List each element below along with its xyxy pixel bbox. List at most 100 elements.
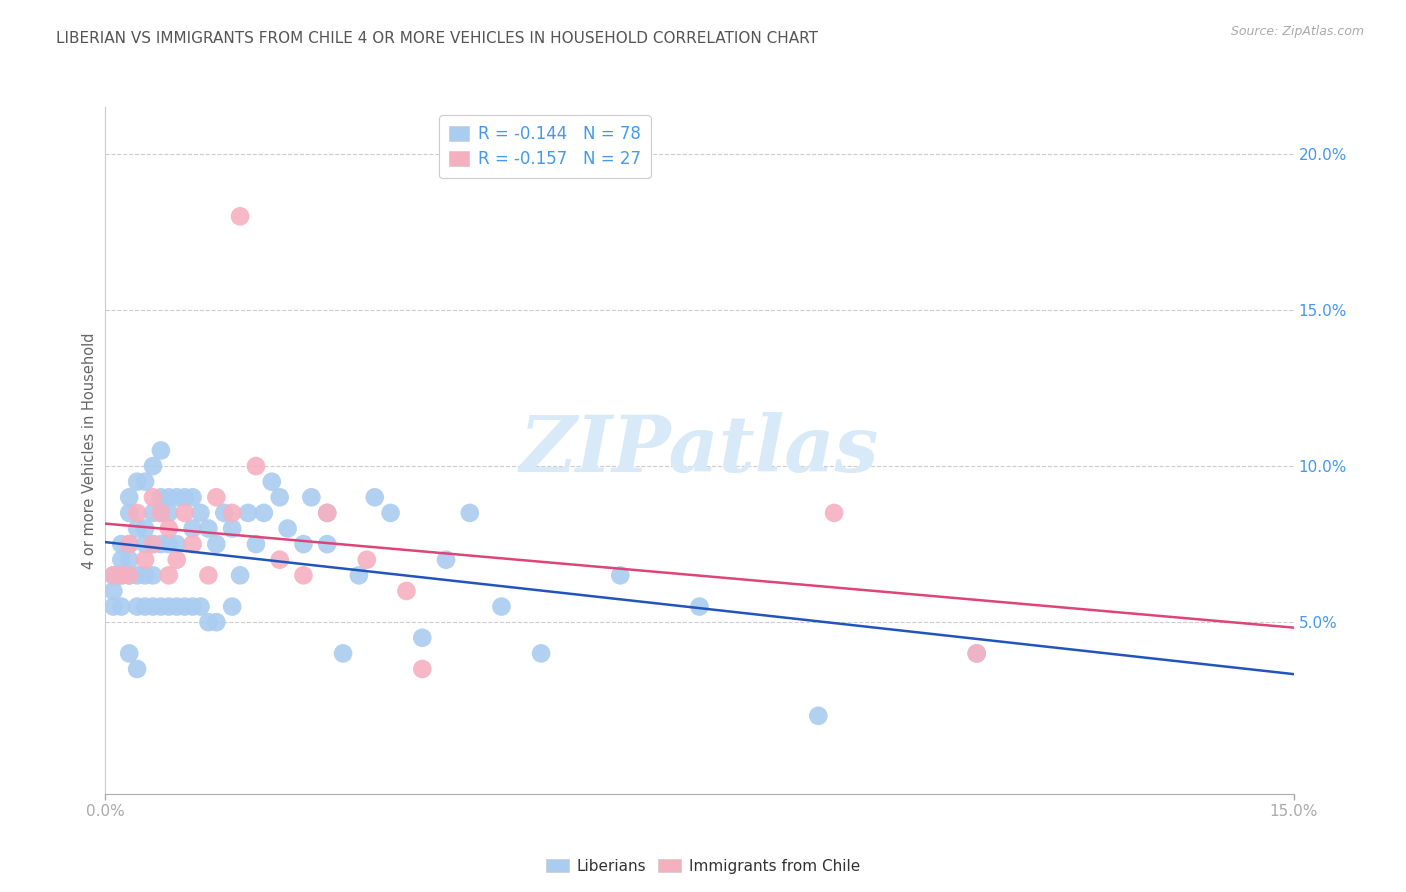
Point [149, 537, 172, 551]
Point [110, 568, 132, 582]
Point [142, 568, 165, 582]
Point [299, 490, 322, 504]
Point [197, 521, 219, 535]
Point [103, 568, 125, 582]
Point [118, 490, 141, 504]
Point [149, 506, 172, 520]
Point [127, 521, 149, 535]
Point [807, 708, 830, 723]
Point [127, 506, 149, 520]
Point [316, 506, 339, 520]
Point [229, 568, 252, 582]
Y-axis label: 4 or more Vehicles in Household: 4 or more Vehicles in Household [82, 332, 97, 569]
Point [103, 583, 125, 598]
Point [103, 568, 125, 582]
Point [149, 599, 172, 614]
Point [269, 552, 291, 567]
Point [142, 458, 165, 473]
Point [110, 537, 132, 551]
Point [134, 599, 156, 614]
Point [157, 537, 180, 551]
Point [142, 490, 165, 504]
Point [380, 506, 402, 520]
Point [292, 568, 315, 582]
Point [253, 506, 276, 520]
Text: ZIPatlas: ZIPatlas [520, 412, 879, 489]
Point [149, 443, 172, 458]
Point [411, 662, 433, 676]
Point [434, 552, 457, 567]
Point [689, 599, 711, 614]
Point [332, 646, 354, 660]
Point [118, 568, 141, 582]
Point [149, 490, 172, 504]
Point [142, 506, 165, 520]
Point [134, 552, 156, 567]
Point [347, 568, 370, 582]
Point [269, 490, 291, 504]
Point [411, 631, 433, 645]
Point [316, 537, 339, 551]
Point [110, 599, 132, 614]
Point [134, 568, 156, 582]
Point [197, 568, 219, 582]
Point [127, 662, 149, 676]
Point [214, 506, 236, 520]
Point [458, 506, 481, 520]
Point [966, 646, 988, 660]
Point [181, 599, 204, 614]
Point [221, 506, 243, 520]
Point [205, 615, 228, 630]
Point [118, 552, 141, 567]
Point [127, 568, 149, 582]
Point [181, 521, 204, 535]
Point [316, 506, 339, 520]
Point [157, 490, 180, 504]
Legend: Liberians, Immigrants from Chile: Liberians, Immigrants from Chile [540, 853, 866, 880]
Point [166, 552, 188, 567]
Point [142, 537, 165, 551]
Point [364, 490, 387, 504]
Point [205, 490, 228, 504]
Point [166, 599, 188, 614]
Point [127, 599, 149, 614]
Point [118, 537, 141, 551]
Point [260, 475, 283, 489]
Point [292, 537, 315, 551]
Point [157, 521, 180, 535]
Point [157, 599, 180, 614]
Point [491, 599, 513, 614]
Point [181, 537, 204, 551]
Point [277, 521, 299, 535]
Point [166, 537, 188, 551]
Point [103, 599, 125, 614]
Point [118, 506, 141, 520]
Point [190, 506, 212, 520]
Point [134, 475, 156, 489]
Point [221, 521, 243, 535]
Point [118, 537, 141, 551]
Point [134, 521, 156, 535]
Point [245, 537, 267, 551]
Point [110, 552, 132, 567]
Point [173, 506, 195, 520]
Point [173, 599, 195, 614]
Text: Source: ZipAtlas.com: Source: ZipAtlas.com [1230, 25, 1364, 38]
Point [236, 506, 259, 520]
Point [966, 646, 988, 660]
Point [395, 583, 418, 598]
Point [166, 490, 188, 504]
Text: LIBERIAN VS IMMIGRANTS FROM CHILE 4 OR MORE VEHICLES IN HOUSEHOLD CORRELATION CH: LIBERIAN VS IMMIGRANTS FROM CHILE 4 OR M… [56, 31, 818, 46]
Point [110, 568, 132, 582]
Point [197, 615, 219, 630]
Point [149, 506, 172, 520]
Point [530, 646, 553, 660]
Point [127, 475, 149, 489]
Point [181, 490, 204, 504]
Point [134, 537, 156, 551]
Point [173, 490, 195, 504]
Point [823, 506, 845, 520]
Point [118, 568, 141, 582]
Point [356, 552, 378, 567]
Point [190, 599, 212, 614]
